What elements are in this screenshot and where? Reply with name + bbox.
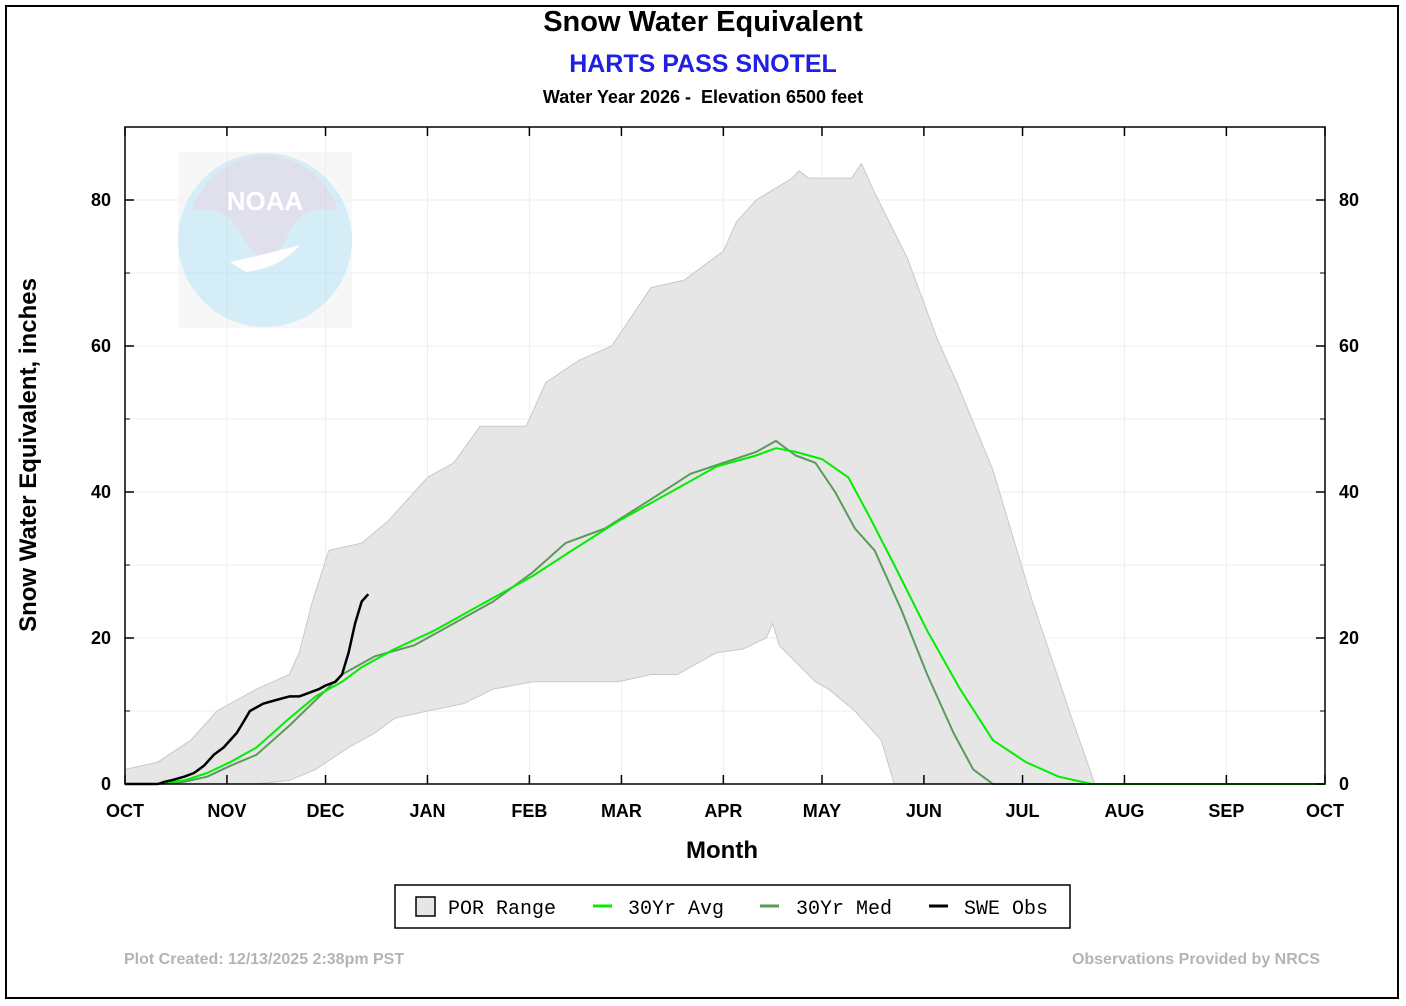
- legend-swatch-por: [415, 896, 436, 917]
- y-tick-label-left: 80: [91, 190, 111, 210]
- station-name: HARTS PASS SNOTEL: [569, 50, 837, 78]
- y-tick-label-left: 60: [91, 336, 111, 356]
- axes: 0 0 20 20 40 40 60 60 80 80 OCT NOV DEC JAN FEB MAR APR M…: [91, 127, 1359, 821]
- y-tick-label-left: 40: [91, 482, 111, 502]
- y-tick-label-right: 40: [1339, 482, 1359, 502]
- x-tick-label: APR: [704, 801, 742, 821]
- y-tick-label-right: 20: [1339, 628, 1359, 648]
- y-tick-label-right: 60: [1339, 336, 1359, 356]
- x-tick-label: MAY: [803, 801, 841, 821]
- y-axis-label: Snow Water Equivalent, inches: [15, 278, 42, 632]
- x-tick-label: FEB: [511, 801, 547, 821]
- series-lines: [125, 439, 1325, 786]
- swe-observed-line: [125, 593, 370, 786]
- x-tick-label: JAN: [409, 801, 445, 821]
- legend-label-avg: 30Yr Avg: [628, 898, 724, 921]
- chart-title: Snow Water Equivalent: [543, 6, 863, 38]
- noaa-logo-text: NOAA: [227, 186, 304, 216]
- plot-created-note: Plot Created: 12/13/2025 2:38pm PST: [124, 951, 405, 968]
- x-tick-label: AUG: [1104, 801, 1144, 821]
- y-tick-label-right: 80: [1339, 190, 1359, 210]
- legend: POR Range 30Yr Avg 30Yr Med SWE Obs: [394, 884, 1071, 929]
- legend-box: [394, 884, 1071, 929]
- legend-label-med: 30Yr Med: [796, 898, 892, 921]
- observations-credit: Observations Provided by NRCS: [1071, 951, 1320, 968]
- x-tick-label: OCT: [1306, 801, 1344, 821]
- por-range-band: [124, 162, 1325, 785]
- x-axis-label: Month: [686, 837, 758, 864]
- legend-label-obs: SWE Obs: [964, 898, 1048, 921]
- por-range-area: [124, 162, 1325, 785]
- average-line: [125, 447, 1325, 785]
- median-line: [125, 439, 1325, 785]
- chart-subtitle: Water Year 2026 - Elevation 6500 feet: [542, 87, 864, 107]
- x-tick-label: MAR: [601, 801, 642, 821]
- noaa-logo-icon: NOAA: [178, 152, 352, 328]
- x-tick-label: NOV: [207, 801, 246, 821]
- x-tick-label: DEC: [307, 801, 345, 821]
- x-tick-label: JUL: [1006, 801, 1040, 821]
- x-tick-label: SEP: [1208, 801, 1244, 821]
- x-tick-label: OCT: [106, 801, 144, 821]
- y-tick-label-right: 0: [1339, 774, 1349, 794]
- chart-frame: [5, 5, 1399, 999]
- y-tick-label-left: 20: [91, 628, 111, 648]
- x-tick-label: JUN: [906, 801, 942, 821]
- legend-label-por: POR Range: [448, 898, 556, 921]
- y-tick-label-left: 0: [101, 774, 111, 794]
- plot-border: [124, 126, 1326, 785]
